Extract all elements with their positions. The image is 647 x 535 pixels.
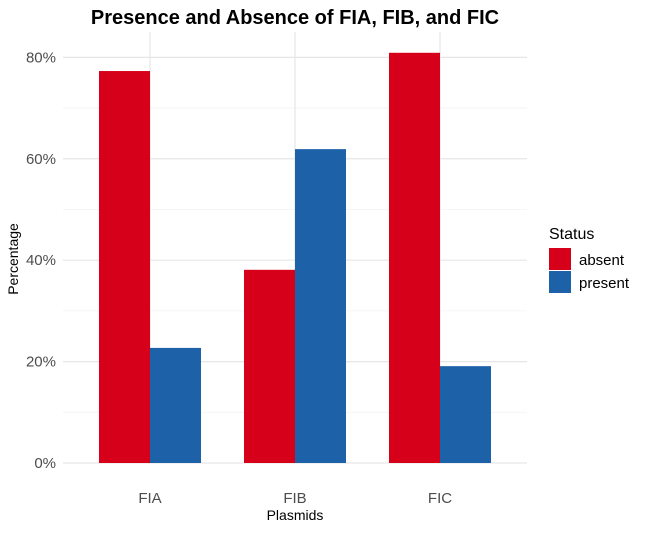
y-tick-label: 20%	[26, 354, 56, 371]
legend: Status absent present	[549, 226, 630, 293]
y-axis-title: Percentage	[5, 223, 21, 295]
y-tick-label: 60%	[26, 151, 56, 168]
legend-title: Status	[549, 226, 594, 243]
bar-present-fib	[295, 149, 346, 463]
y-tick-label: 80%	[26, 49, 56, 66]
x-tick-label: FIB	[283, 490, 306, 507]
bar-absent-fic	[389, 52, 440, 463]
y-tick-label: 40%	[26, 252, 56, 269]
bar-present-fic	[440, 366, 491, 463]
chart-title: Presence and Absence of FIA, FIB, and FI…	[91, 7, 499, 29]
x-tick-label: FIC	[428, 490, 452, 507]
axis-layer: 0% 20% 40% 60% 80% FIA FIB FIC	[26, 49, 452, 507]
y-tick-label: 0%	[34, 455, 56, 472]
legend-label-absent: absent	[579, 252, 625, 269]
bar-absent-fib	[244, 269, 295, 463]
x-tick-label: FIA	[138, 490, 161, 507]
legend-label-present: present	[579, 275, 630, 292]
legend-swatch-absent	[549, 248, 571, 270]
legend-swatch-present	[549, 271, 571, 293]
bars-layer	[99, 52, 491, 464]
bar-absent-fia	[99, 71, 150, 464]
bar-present-fia	[150, 347, 201, 463]
x-axis-title: Plasmids	[267, 507, 324, 523]
